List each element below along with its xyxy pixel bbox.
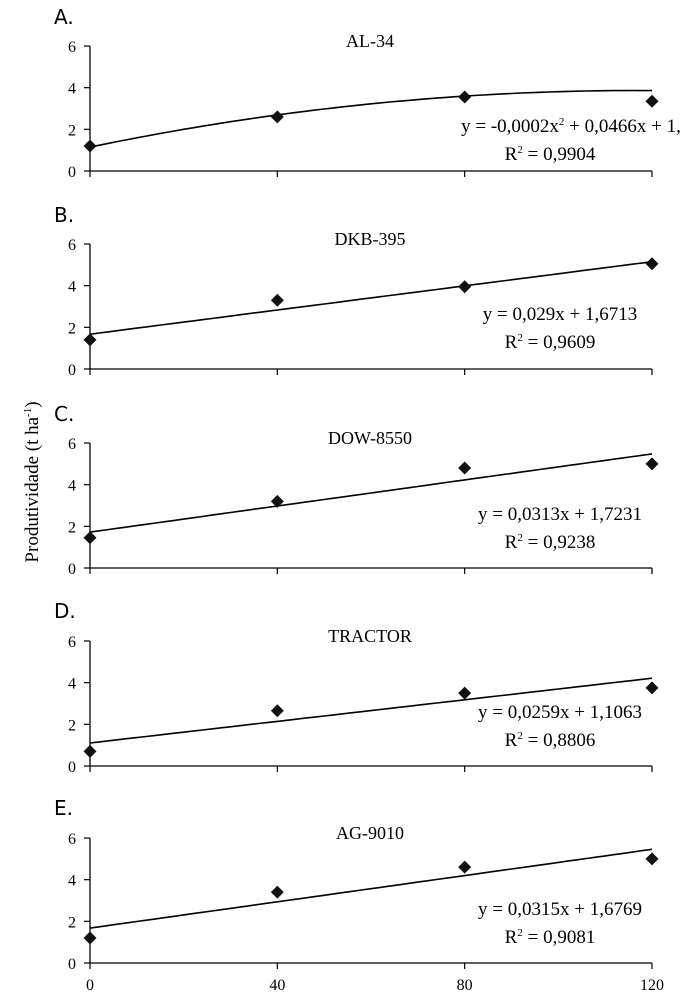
panel-title: AL-34 (346, 31, 394, 51)
panel-label: A. (54, 5, 74, 29)
data-point (270, 704, 284, 718)
y-tick-label: 4 (68, 81, 76, 98)
y-tick-label: 6 (68, 634, 76, 651)
panel-title: TRACTOR (328, 626, 412, 646)
x-tick-label: 40 (269, 977, 285, 994)
y-tick-label: 6 (68, 831, 76, 848)
panel-ag-9010: E. AG-9010 0 2 4 6 0 40 80 120 y = 0,0315x + 1,676… (54, 796, 664, 994)
data-point (645, 257, 659, 271)
data-point (83, 931, 97, 945)
y-tick-label: 2 (68, 914, 76, 931)
x-tick-label: 120 (640, 977, 664, 994)
y-axis-label: Produtividade (t ha-1) (22, 401, 43, 562)
data-point (458, 461, 472, 475)
data-point (645, 457, 659, 471)
data-point (83, 744, 97, 758)
data-point (83, 531, 97, 545)
y-tick-label: 4 (68, 873, 76, 890)
fit-equation: y = -0,0002x2 + 0,0466x + 1,1472 (461, 116, 682, 137)
y-tick-label: 2 (68, 320, 76, 337)
y-tick-label: 0 (68, 362, 76, 379)
fit-equation: y = 0,0315x + 1,6769 (478, 899, 642, 920)
r-squared: R2 = 0,9081 (505, 927, 596, 948)
y-tick-label: 0 (68, 164, 76, 181)
panel-title: DKB-395 (335, 229, 406, 249)
data-point (83, 139, 97, 153)
panel-label: B. (54, 203, 74, 227)
trend-line (89, 453, 653, 533)
data-point (270, 885, 284, 899)
data-point (645, 681, 659, 695)
fit-equation: y = 0,0259x + 1,1063 (478, 702, 642, 723)
r-squared: R2 = 0,8806 (505, 730, 596, 751)
y-tick-label: 4 (68, 279, 76, 296)
r-squared: R2 = 0,9238 (505, 532, 596, 553)
data-point (645, 94, 659, 108)
y-tick-label: 0 (68, 561, 76, 578)
y-tick-label: 2 (68, 717, 76, 734)
trend-line (89, 848, 653, 929)
y-tick-label: 2 (68, 519, 76, 536)
data-point (83, 333, 97, 347)
panel-dow-8550: C. DOW-8550 0 2 4 6 y = 0,0313x + 1,7231 R2 = 0… (54, 402, 659, 578)
data-point (645, 852, 659, 866)
y-tick-label: 0 (68, 759, 76, 776)
y-tick-label: 0 (68, 956, 76, 973)
data-point (458, 686, 472, 700)
panel-label: D. (54, 599, 76, 623)
trend-line (89, 260, 653, 335)
fit-equation: y = 0,0313x + 1,7231 (478, 504, 642, 525)
trend-line (89, 89, 652, 148)
panel-title: DOW-8550 (328, 428, 412, 448)
data-point (270, 293, 284, 307)
data-point (458, 90, 472, 104)
y-tick-label: 6 (68, 436, 76, 453)
x-tick-label: 80 (457, 977, 473, 994)
trend-line (89, 677, 653, 744)
r-squared: R2 = 0,9904 (505, 144, 596, 165)
data-point (270, 110, 284, 124)
y-tick-label: 4 (68, 676, 76, 693)
data-point (270, 494, 284, 508)
x-tick-label: 0 (86, 977, 94, 994)
panel-al-34: A. AL-34 0 2 4 6 y = -0,0002x2 + 0,0466x + 1,1… (54, 5, 682, 181)
y-tick-label: 2 (68, 122, 76, 139)
panel-dkb-395: B. DKB-395 0 2 4 6 y = 0,029x + 1,6713 R2 = 0,9… (54, 203, 659, 379)
y-tick-label: 6 (68, 39, 76, 56)
panel-tractor: D. TRACTOR 0 2 4 6 y = 0,0259x + 1,1063 R2 = 0,… (54, 599, 659, 776)
panel-title: AG-9010 (336, 823, 404, 843)
fit-equation: y = 0,029x + 1,6713 (483, 304, 637, 325)
panel-label: E. (54, 796, 73, 820)
r-squared: R2 = 0,9609 (505, 332, 596, 353)
panel-label: C. (54, 402, 74, 426)
data-point (458, 860, 472, 874)
y-tick-label: 6 (68, 237, 76, 254)
y-tick-label: 4 (68, 478, 76, 495)
data-point (458, 280, 472, 294)
